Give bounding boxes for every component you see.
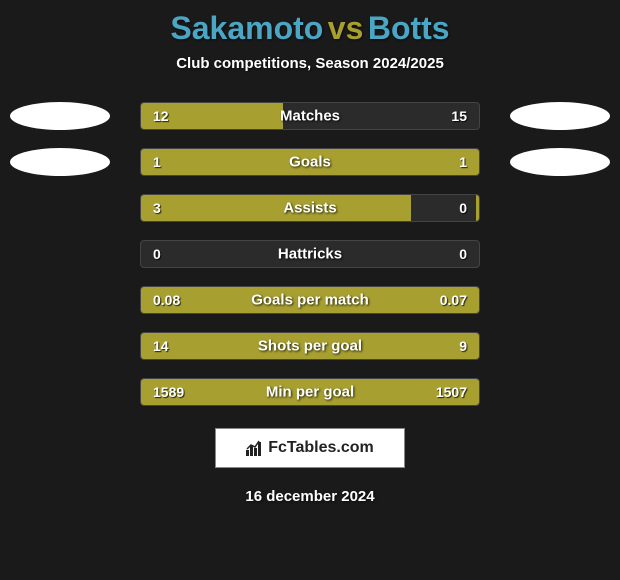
stat-bar-track: 1 1 Goals (140, 148, 480, 176)
title-row: Sakamoto vs Botts (0, 0, 620, 47)
stat-value-left: 0.08 (153, 292, 180, 308)
player1-logo-placeholder (10, 148, 110, 176)
stat-value-left: 3 (153, 200, 161, 216)
stat-row: 0 0 Hattricks (0, 240, 620, 268)
player1-logo-placeholder (10, 102, 110, 130)
stat-value-left: 1589 (153, 384, 184, 400)
stat-value-right: 15 (451, 108, 467, 124)
stat-value-left: 1 (153, 154, 161, 170)
stat-row: 14 9 Shots per goal (0, 332, 620, 360)
player2-name: Botts (368, 10, 450, 46)
stat-row: 1589 1507 Min per goal (0, 378, 620, 406)
stat-value-right: 1507 (436, 384, 467, 400)
stat-value-right: 0 (459, 246, 467, 262)
date-line: 16 december 2024 (0, 488, 620, 505)
stat-bar-right (310, 149, 479, 175)
stat-label: Goals per match (251, 292, 369, 309)
stat-label: Min per goal (266, 384, 354, 401)
stat-value-left: 12 (153, 108, 169, 124)
player1-name: Sakamoto (170, 10, 323, 46)
stat-value-right: 1 (459, 154, 467, 170)
stat-bar-track: 12 15 Matches (140, 102, 480, 130)
stat-label: Hattricks (278, 246, 342, 263)
stat-row: 12 15 Matches (0, 102, 620, 130)
stat-value-left: 0 (153, 246, 161, 262)
stat-label: Goals (289, 154, 331, 171)
stat-value-left: 14 (153, 338, 169, 354)
watermark-badge[interactable]: FcTables.com (215, 428, 405, 468)
stat-value-right: 0 (459, 200, 467, 216)
stat-bar-track: 0.08 0.07 Goals per match (140, 286, 480, 314)
stat-value-right: 0.07 (440, 292, 467, 308)
stat-bar-track: 1589 1507 Min per goal (140, 378, 480, 406)
player2-logo-placeholder (510, 102, 610, 130)
stat-row: 3 0 Assists (0, 194, 620, 222)
stat-bar-right (476, 195, 479, 221)
stat-row: 1 1 Goals (0, 148, 620, 176)
watermark-text: FcTables.com (268, 439, 374, 457)
stat-value-right: 9 (459, 338, 467, 354)
stat-label: Shots per goal (258, 338, 362, 355)
stat-bar-track: 14 9 Shots per goal (140, 332, 480, 360)
stats-area: 12 15 Matches 1 1 Goals 3 0 Assists 0 0 Hattricks 0.… (0, 102, 620, 406)
stat-bar-track: 3 0 Assists (140, 194, 480, 222)
vs-text: vs (328, 10, 364, 46)
chart-icon (246, 440, 264, 456)
stat-label: Matches (280, 108, 340, 125)
stat-bar-track: 0 0 Hattricks (140, 240, 480, 268)
subtitle: Club competitions, Season 2024/2025 (0, 55, 620, 72)
stat-label: Assists (283, 200, 336, 217)
stat-bar-left (141, 195, 411, 221)
stat-row: 0.08 0.07 Goals per match (0, 286, 620, 314)
stat-bar-left (141, 149, 310, 175)
player2-logo-placeholder (510, 148, 610, 176)
